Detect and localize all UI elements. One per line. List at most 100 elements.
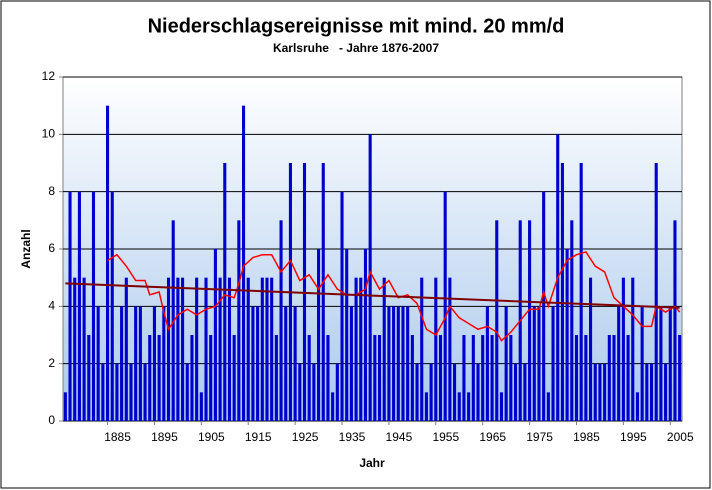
bar (626, 335, 630, 421)
bar (106, 105, 110, 422)
line (107, 250, 681, 342)
bar (396, 306, 400, 421)
y-axis-label: Anzahl (19, 229, 33, 268)
bar (659, 306, 663, 421)
bar (415, 363, 419, 421)
bar (495, 220, 499, 421)
y-tick-label: 0 (48, 413, 55, 427)
y-tick-label: 8 (48, 184, 55, 198)
x-tick-label: 1965 (479, 430, 506, 444)
bar (251, 306, 255, 421)
x-tick-label: 1935 (339, 430, 366, 444)
bar (317, 249, 321, 421)
line (65, 282, 680, 309)
bar (307, 335, 311, 421)
bar (368, 134, 372, 422)
bar (68, 191, 72, 421)
bar (668, 306, 672, 421)
bar (528, 220, 532, 421)
bar (537, 306, 541, 421)
x-axis-label: Jahr (359, 456, 385, 470)
bar (312, 363, 316, 421)
bar (115, 363, 119, 421)
bar (345, 249, 349, 421)
bar (612, 335, 616, 421)
bar (485, 306, 489, 421)
bar (377, 335, 382, 421)
bar (560, 163, 564, 421)
y-tick-label: 12 (42, 69, 56, 83)
bar (218, 277, 222, 421)
y-tick-label: 4 (48, 299, 55, 313)
x-tick-label: 2005 (667, 430, 694, 444)
bar (678, 335, 682, 421)
bar (598, 363, 602, 421)
bar (420, 277, 424, 421)
bar (649, 363, 654, 421)
bar (63, 392, 67, 421)
bar (120, 306, 124, 421)
y-tick-label: 6 (48, 241, 55, 255)
bar (279, 220, 283, 421)
bar (260, 277, 264, 421)
bar (213, 249, 217, 421)
bar (157, 335, 161, 421)
bar (265, 277, 269, 421)
bar (349, 306, 353, 421)
bar (331, 392, 335, 421)
bar (607, 335, 611, 421)
bar (204, 277, 208, 421)
x-tick-label: 1985 (573, 430, 600, 444)
bar (481, 335, 485, 421)
bar (227, 277, 232, 421)
bar (579, 163, 583, 421)
bar (532, 306, 536, 421)
bar (124, 277, 128, 421)
bar (293, 306, 297, 421)
bar (593, 363, 597, 421)
bar (232, 335, 236, 421)
bar (138, 306, 142, 421)
bar (162, 306, 166, 421)
x-tick-label: 1905 (198, 430, 225, 444)
bar (406, 306, 410, 421)
bar (448, 277, 452, 421)
bar (223, 163, 227, 421)
bar (392, 306, 396, 421)
bar (382, 277, 386, 421)
bar (185, 363, 189, 421)
bar (584, 335, 588, 421)
x-tick-label: 1975 (526, 430, 553, 444)
bar (246, 277, 250, 421)
bar (134, 306, 138, 421)
bar (152, 306, 156, 421)
bar (410, 335, 414, 421)
bar (387, 306, 391, 421)
chart-subtitle: Karlsruhe - Jahre 1876-2007 (273, 41, 439, 55)
bar (340, 191, 344, 421)
bar (354, 277, 358, 421)
bar (96, 306, 100, 421)
bar (166, 277, 171, 421)
bar (176, 277, 180, 421)
x-tick-label: 1945 (386, 430, 413, 444)
bar (335, 363, 339, 421)
bar (199, 392, 203, 421)
bar (603, 363, 607, 421)
bar (654, 163, 658, 421)
bar (546, 392, 550, 421)
x-tick-label: 1925 (292, 430, 319, 444)
bar (195, 277, 199, 421)
bar (565, 249, 569, 421)
bar (673, 220, 677, 421)
bar (256, 306, 260, 421)
bar (129, 363, 133, 421)
bar (621, 277, 625, 421)
bar (241, 105, 246, 422)
bar (476, 363, 480, 421)
bar (274, 335, 278, 421)
bar (110, 191, 114, 421)
bar (664, 363, 668, 421)
bar (457, 392, 461, 421)
